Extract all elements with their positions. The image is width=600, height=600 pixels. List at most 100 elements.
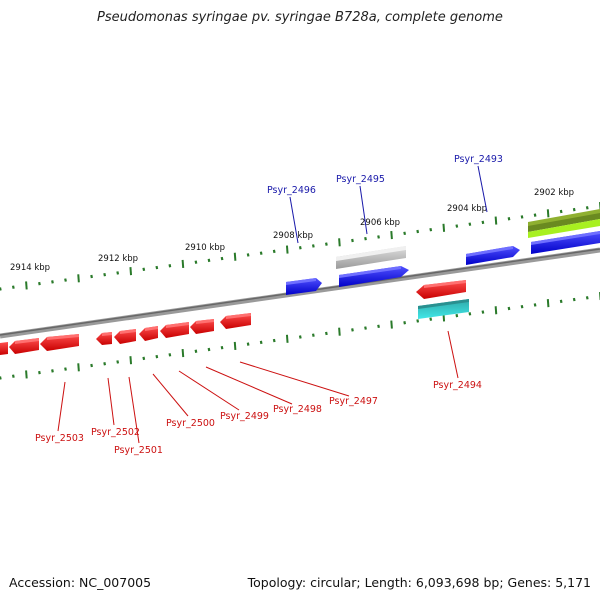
ruler-tick-outer bbox=[546, 209, 550, 218]
ruler-tick-inner bbox=[194, 349, 198, 353]
genome-title: Pseudomonas syringae pv. syringae B728a,… bbox=[97, 10, 503, 25]
gene-psyr-2495-pseudo[interactable] bbox=[336, 246, 406, 269]
leader-lines-reverse bbox=[57, 330, 459, 444]
ruler-tick-outer bbox=[520, 215, 524, 219]
gene-2504[interactable] bbox=[9, 338, 39, 354]
gene-rna-cyan[interactable] bbox=[418, 299, 469, 319]
gene-psyr-2496[interactable] bbox=[286, 278, 322, 295]
ruler-tick-outer bbox=[207, 258, 211, 263]
ruler-label-2914: 2914 kbp bbox=[10, 263, 50, 273]
ruler-label-2902: 2902 kbp bbox=[534, 188, 574, 198]
ruler-tick-outer bbox=[403, 231, 407, 236]
ruler-tick-inner bbox=[129, 356, 133, 365]
ruler-tick-inner bbox=[520, 304, 524, 309]
gene-psyr-2503[interactable] bbox=[40, 334, 79, 351]
ruler-tick-outer bbox=[285, 245, 289, 254]
ruler-tick-inner bbox=[0, 376, 2, 380]
ruler-tick-outer bbox=[220, 256, 224, 261]
ruler-tick-outer bbox=[325, 242, 328, 246]
ruler-tick-inner bbox=[272, 338, 276, 343]
ruler-label-2908: 2908 kbp bbox=[273, 231, 313, 241]
gene-psyr-2500[interactable] bbox=[139, 326, 158, 341]
ruler-tick-inner bbox=[390, 320, 393, 329]
ruler-tick-inner bbox=[572, 297, 576, 302]
ruler-tick-inner bbox=[559, 299, 563, 304]
ruler-tick-outer bbox=[90, 274, 93, 279]
gene-psyr-2494[interactable] bbox=[416, 280, 466, 299]
accession-text: Accession: NC_007005 bbox=[9, 575, 152, 590]
gene-label-psyr-2498[interactable]: Psyr_2498 bbox=[273, 404, 322, 415]
gene-psyr-2495[interactable] bbox=[339, 266, 409, 287]
gene-green-partial[interactable] bbox=[528, 209, 600, 238]
gene-psyr-2497[interactable] bbox=[220, 313, 251, 329]
ruler-tick-outer bbox=[429, 227, 433, 232]
ruler-tick-outer bbox=[298, 246, 302, 250]
ruler-tick-inner bbox=[455, 313, 459, 318]
ruler-tick-outer bbox=[442, 223, 446, 232]
ruler-tick-inner bbox=[468, 312, 472, 316]
ruler-tick-outer bbox=[51, 280, 54, 284]
ruler-tick-inner bbox=[377, 324, 380, 329]
gene-label-psyr-2497[interactable]: Psyr_2497 bbox=[329, 396, 378, 407]
gene-label-psyr-2493[interactable]: Psyr_2493 bbox=[454, 154, 503, 165]
ruler-tick-outer bbox=[572, 207, 576, 212]
ruler-tick-outer bbox=[311, 244, 315, 248]
gene-label-psyr-2502[interactable]: Psyr_2502 bbox=[91, 427, 140, 438]
ruler-tick-inner bbox=[64, 367, 67, 371]
ruler-tick-outer bbox=[272, 249, 276, 254]
ruler-tick-outer bbox=[194, 260, 198, 264]
ruler-tick-outer bbox=[416, 229, 420, 234]
ruler-tick-inner bbox=[259, 340, 263, 345]
gene-psyr-2499[interactable] bbox=[160, 322, 189, 338]
gene-psyr-2501[interactable] bbox=[114, 329, 136, 344]
gene-label-psyr-2501[interactable]: Psyr_2501 bbox=[114, 445, 163, 456]
ruler-tick-inner bbox=[220, 345, 224, 350]
ruler-tick-outer bbox=[585, 206, 589, 210]
gene-label-psyr-2500[interactable]: Psyr_2500 bbox=[166, 418, 215, 429]
ruler-tick-inner bbox=[546, 299, 550, 308]
ruler-tick-outer bbox=[455, 224, 459, 228]
ruler-tick-inner bbox=[90, 363, 93, 368]
gene-psyr-2493[interactable] bbox=[466, 246, 520, 265]
genome-summary-text: Topology: circular; Length: 6,093,698 bp… bbox=[247, 575, 591, 590]
ruler-tick-outer bbox=[259, 251, 263, 255]
gene-psyr-2498[interactable] bbox=[190, 319, 214, 334]
ruler-label-2906: 2906 kbp bbox=[360, 218, 400, 228]
ruler-tick-outer bbox=[507, 217, 511, 221]
ruler-tick-outer bbox=[0, 287, 2, 291]
gene-label-psyr-2499[interactable]: Psyr_2499 bbox=[220, 411, 269, 422]
ruler-tick-inner bbox=[507, 306, 511, 311]
ruler-tick-inner bbox=[533, 303, 537, 307]
ruler-tick-inner bbox=[494, 306, 498, 315]
gene-psyr-2502[interactable] bbox=[96, 332, 112, 345]
ruler-tick-inner bbox=[585, 296, 589, 300]
gene-2492-partial[interactable] bbox=[531, 231, 600, 254]
ruler-tick-outer bbox=[468, 222, 472, 226]
ruler-tick-outer bbox=[351, 238, 354, 243]
gene-2505-partial[interactable] bbox=[0, 342, 8, 355]
gene-label-psyr-2503[interactable]: Psyr_2503 bbox=[35, 433, 84, 444]
ruler-tick-outer bbox=[142, 267, 146, 272]
ruler-tick-outer bbox=[168, 264, 172, 268]
gene-label-psyr-2496[interactable]: Psyr_2496 bbox=[267, 185, 316, 196]
ruler-tick-outer bbox=[11, 285, 15, 289]
ruler-tick-inner bbox=[116, 360, 120, 364]
ruler-tick-inner bbox=[298, 335, 302, 339]
ruler-tick-inner bbox=[481, 310, 485, 314]
gene-label-psyr-2495[interactable]: Psyr_2495 bbox=[336, 174, 385, 185]
ruler-label-2912: 2912 kbp bbox=[98, 254, 138, 264]
ruler-tick-outer bbox=[116, 271, 120, 275]
ruler-tick-inner bbox=[416, 319, 420, 323]
ruler-tick-outer bbox=[246, 253, 250, 257]
ruler-label-2904: 2904 kbp bbox=[447, 204, 487, 214]
gene-label-psyr-2494[interactable]: Psyr_2494 bbox=[433, 380, 482, 391]
ruler-tick-inner bbox=[311, 333, 315, 337]
ruler-tick-outer bbox=[494, 216, 498, 225]
ruler-tick-inner bbox=[25, 370, 28, 379]
ruler-tick-outer bbox=[77, 274, 80, 283]
ruler-tick-outer bbox=[38, 281, 41, 286]
leader-lines-forward bbox=[289, 165, 488, 244]
ruler-tick-inner bbox=[77, 363, 80, 372]
ruler-tick-inner bbox=[38, 370, 41, 375]
